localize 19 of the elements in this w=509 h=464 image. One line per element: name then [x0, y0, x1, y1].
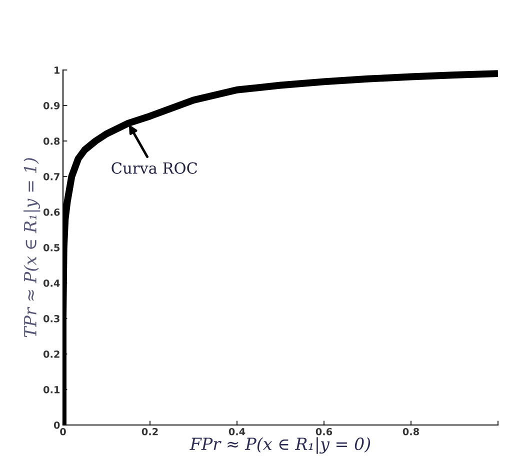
y-tick-label: 1 — [54, 66, 60, 74]
y-tick-label: 0 — [54, 421, 60, 429]
x-tick-label: 0.6 — [316, 428, 332, 436]
y-tick-label: 0.1 — [43, 386, 60, 394]
y-tick-label: 0.5 — [43, 244, 60, 252]
y-tick-label: 0.6 — [43, 208, 60, 216]
y-tick-label: 0.9 — [43, 102, 60, 110]
annotation: Curva ROC — [112, 162, 198, 174]
y-tick-label: 0.8 — [43, 137, 60, 145]
x-tick-label: 0 — [60, 428, 66, 436]
y-tick-label: 0.7 — [43, 172, 60, 180]
x-axis-title: FPr ≈ P(x ∈ R₁|y = 0) — [190, 437, 370, 454]
y-tick-label: 0.2 — [43, 350, 60, 358]
x-tick-label: 0.4 — [228, 428, 246, 436]
y-axis-title: TPr ≈ P(x ∈ R₁|y = 1) — [24, 158, 40, 338]
x-tick-label: 0.2 — [142, 428, 158, 436]
y-tick-label: 0.3 — [43, 314, 60, 322]
y-tick-label: 0.4 — [43, 279, 60, 287]
x-tick-label: 0.8 — [402, 428, 420, 436]
